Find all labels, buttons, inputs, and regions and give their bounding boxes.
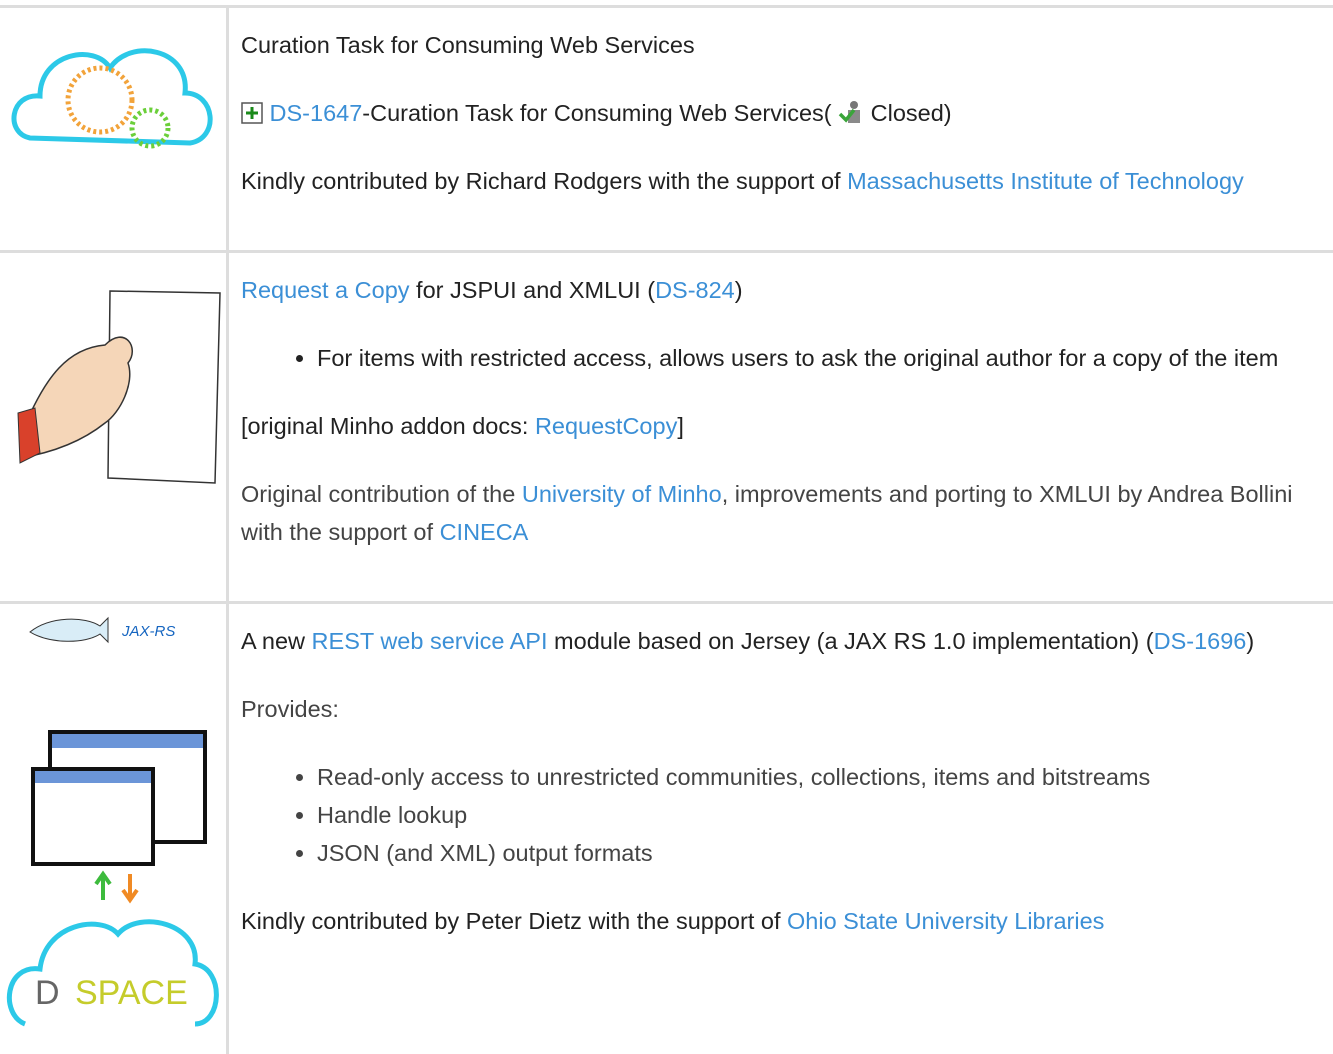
text-cell: Request a Copy for JSPUI and XMLUI (DS-8… <box>228 252 1333 603</box>
list-item: For items with restricted access, allows… <box>317 339 1313 377</box>
link[interactable]: DS-824 <box>655 277 735 303</box>
list-item: Read-only access to unrestricted communi… <box>317 758 1313 796</box>
jax-label: JAX-RS <box>121 623 175 640</box>
text: Provides: <box>241 696 339 722</box>
text: Original contribution of the <box>241 481 522 507</box>
link[interactable]: RequestCopy <box>535 413 677 439</box>
text: [original Minho addon docs: <box>241 413 535 439</box>
text: ) <box>1246 628 1254 654</box>
image-cell: JAX-RS D SPACE <box>0 603 228 1054</box>
table-row: JAX-RS D SPACE A new REST web service AP… <box>0 603 1333 1054</box>
paragraph: Provides: <box>241 690 1313 728</box>
fish-logo <box>30 618 108 642</box>
text: for JSPUI and XMLUI ( <box>410 277 656 303</box>
image-cell <box>0 252 228 603</box>
paragraph: Curation Task for Consuming Web Services <box>241 26 1313 64</box>
request-copy-image <box>0 253 226 591</box>
link[interactable]: Request a Copy <box>241 277 410 303</box>
link[interactable]: Ohio State University Libraries <box>787 908 1104 934</box>
paragraph: Kindly contributed by Richard Rodgers wi… <box>241 162 1313 200</box>
window-bar <box>52 734 203 748</box>
link[interactable]: Massachusetts Institute of Technology <box>847 168 1244 194</box>
list-item: JSON (and XML) output formats <box>317 834 1313 872</box>
link[interactable]: University of Minho <box>522 481 722 507</box>
dspace-label: SPACE <box>75 974 188 1012</box>
page: Curation Task for Consuming Web Services… <box>0 5 1333 1036</box>
paragraph: DS-1647-Curation Task for Consuming Web … <box>241 94 1313 132</box>
paragraph: Original contribution of the University … <box>241 475 1313 551</box>
link[interactable]: DS-1696 <box>1154 628 1247 654</box>
table-row: Request a Copy for JSPUI and XMLUI (DS-8… <box>0 252 1333 603</box>
text-cell: A new REST web service API module based … <box>228 603 1333 1054</box>
text: Curation Task for Consuming Web Services <box>241 32 695 58</box>
window-bar <box>35 771 151 783</box>
arrow-down <box>123 874 137 900</box>
status-icon <box>838 100 864 124</box>
text: Closed) <box>871 100 952 126</box>
text-cell: Curation Task for Consuming Web Services… <box>228 7 1333 252</box>
text: ) <box>735 277 743 303</box>
text: A new <box>241 628 312 654</box>
link[interactable]: REST web service API <box>312 628 548 654</box>
dspace-label: D <box>35 974 60 1012</box>
text: -Curation Task for Consuming Web Service… <box>362 100 838 126</box>
text: Kindly contributed by Peter Dietz with t… <box>241 908 787 934</box>
text: module based on Jersey (a JAX RS 1.0 imp… <box>548 628 1154 654</box>
image-cell <box>0 7 228 252</box>
expand-icon <box>241 102 263 124</box>
paragraph: Kindly contributed by Peter Dietz with t… <box>241 902 1313 940</box>
release-notes-table: Curation Task for Consuming Web Services… <box>0 5 1333 1054</box>
rest-image: JAX-RS D SPACE <box>0 604 226 1044</box>
text: ] <box>677 413 684 439</box>
link[interactable]: CINECA <box>440 519 529 545</box>
paragraph: [original Minho addon docs: RequestCopy] <box>241 407 1313 445</box>
bullet-list: For items with restricted access, allows… <box>241 339 1313 377</box>
table-row: Curation Task for Consuming Web Services… <box>0 7 1333 252</box>
text: Kindly contributed by Richard Rodgers wi… <box>241 168 847 194</box>
curation-image <box>0 8 226 240</box>
bullet-list: Read-only access to unrestricted communi… <box>241 758 1313 872</box>
window <box>33 769 153 864</box>
arrow-up <box>96 874 110 900</box>
paragraph: Request a Copy for JSPUI and XMLUI (DS-8… <box>241 271 1313 309</box>
list-item: Handle lookup <box>317 796 1313 834</box>
link[interactable]: DS-1647 <box>270 100 363 126</box>
paragraph: A new REST web service API module based … <box>241 622 1313 660</box>
